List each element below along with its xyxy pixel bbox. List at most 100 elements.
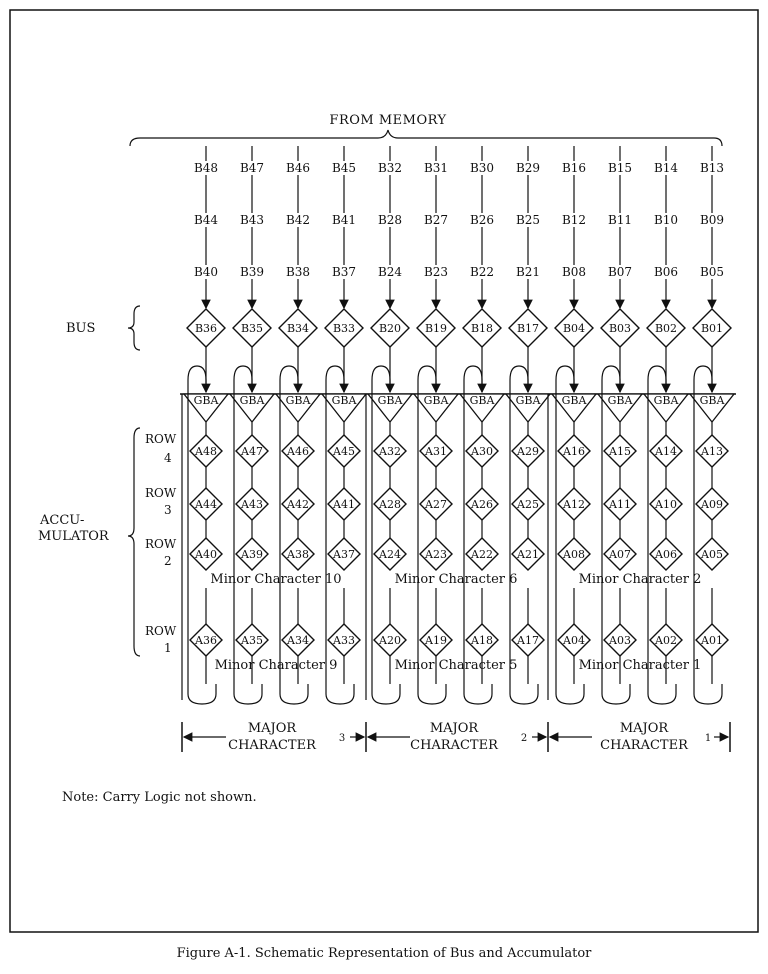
memory-input-b46: B46	[286, 161, 310, 175]
accumulator-cell-a37-label: A37	[332, 548, 355, 561]
bus-node-b18: B18	[462, 308, 502, 348]
row-label-3: ROW	[145, 486, 177, 500]
carry-loop-9	[555, 365, 585, 705]
bus-node-b17-label: B17	[517, 322, 539, 335]
accumulator-cell-a32-label: A32	[378, 445, 401, 458]
bus-node-b02: B02	[646, 308, 686, 348]
accumulator-cell-a39: A39	[235, 537, 269, 571]
memory-input-b48: B48	[194, 161, 218, 175]
accumulator-cell-a11: A11	[603, 487, 637, 521]
accumulator-cell-a48: A48	[189, 434, 223, 468]
column-b01: B13 B09 B05 B01 GBA A13 A09 A05 A01	[688, 146, 736, 684]
accumulator-cell-a11-label: A11	[608, 498, 631, 511]
accumulator-cell-a19: A19	[419, 623, 453, 657]
memory-input-b10: B10	[654, 213, 678, 227]
memory-input-b30: B30	[470, 161, 494, 175]
svg-text:GBA: GBA	[240, 394, 266, 407]
bus-node-b19: B19	[416, 308, 456, 348]
accumulator-cell-a07-label: A07	[608, 548, 631, 561]
gate-gba-9: GBA	[550, 393, 598, 424]
bus-node-b03: B03	[600, 308, 640, 348]
minor-character-1: Minor Character 1	[579, 658, 702, 673]
accumulator-cell-a04: A04	[557, 623, 591, 657]
accumulator-cell-a32: A32	[373, 434, 407, 468]
carry-loop-2	[233, 365, 263, 705]
bus-node-b35: B35	[232, 308, 272, 348]
memory-input-b06: B06	[654, 265, 678, 279]
carry-loop-3	[279, 365, 309, 705]
major-character-2-line2: CHARACTER	[410, 738, 499, 753]
memory-input-b40: B40	[194, 265, 218, 279]
accumulator-label-line1: ACCU-	[39, 513, 84, 528]
memory-input-b28: B28	[378, 213, 402, 227]
accumulator-cell-a02-label: A02	[654, 634, 677, 647]
bus-node-b17: B17	[508, 308, 548, 348]
accumulator-cell-a17-label: A17	[516, 634, 539, 647]
gate-gba-8: GBA	[504, 393, 552, 424]
memory-input-b08: B08	[562, 265, 586, 279]
accumulator-cell-a43: A43	[235, 487, 269, 521]
gate-gba-3: GBA	[274, 393, 322, 424]
accumulator-cell-a40: A40	[189, 537, 223, 571]
svg-text:GBA: GBA	[608, 394, 634, 407]
accumulator-cell-a45: A45	[327, 434, 361, 468]
row-label-4: ROW	[145, 432, 177, 446]
accumulator-cell-a27: A27	[419, 487, 453, 521]
accumulator-cell-a07: A07	[603, 537, 637, 571]
accumulator-cell-a10: A10	[649, 487, 683, 521]
accumulator-cell-a12: A12	[557, 487, 591, 521]
bus-node-b04-label: B04	[563, 322, 585, 335]
bus-node-b34: B34	[278, 308, 318, 348]
accumulator-cell-a14-label: A14	[654, 445, 677, 458]
accumulator-cell-a33-label: A33	[332, 634, 355, 647]
minor-character-2: Minor Character 2	[579, 572, 702, 587]
accumulator-cell-a33: A33	[327, 623, 361, 657]
accumulator-cell-a18-label: A18	[470, 634, 493, 647]
memory-input-b22: B22	[470, 265, 494, 279]
bus-node-b35-label: B35	[241, 322, 263, 335]
accumulator-cell-a31: A31	[419, 434, 453, 468]
accumulator-cell-a30-label: A30	[470, 445, 493, 458]
svg-text:GBA: GBA	[516, 394, 542, 407]
accumulator-cell-a28-label: A28	[378, 498, 401, 511]
accumulator-cell-a23: A23	[419, 537, 453, 571]
memory-input-b26: B26	[470, 213, 494, 227]
accumulator-cell-a26: A26	[465, 487, 499, 521]
column-b04: B16 B12 B08 B04 GBA A16 A12 A08 A04	[550, 146, 598, 684]
accumulator-cell-a17: A17	[511, 623, 545, 657]
accumulator-cell-a20: A20	[373, 623, 407, 657]
accumulator-cell-a10-label: A10	[654, 498, 677, 511]
accumulator-cell-a23-label: A23	[424, 548, 447, 561]
gate-gba-1: GBA	[182, 393, 230, 424]
gate-gba-6: GBA	[412, 393, 460, 424]
column-b03: B15 B11 B07 B03 GBA A15 A11 A07 A03	[596, 146, 644, 684]
memory-input-b37: B37	[332, 265, 356, 279]
memory-input-b42: B42	[286, 213, 310, 227]
memory-input-b16: B16	[562, 161, 586, 175]
column-b36: B48 B44 B40 B36 GBA A48 A44 A40 A36	[182, 146, 230, 684]
note-text: Note: Carry Logic not shown.	[62, 790, 257, 805]
page-border	[9, 9, 759, 933]
major-character-1-line2: CHARACTER	[600, 738, 689, 753]
accumulator-cell-a13-label: A13	[700, 445, 723, 458]
column-b17: B29 B25 B21 B17 GBA A29 A25 A21 A17	[504, 146, 552, 684]
accumulator-cell-a44-label: A44	[194, 498, 217, 511]
memory-input-b39: B39	[240, 265, 264, 279]
accumulator-cell-a29: A29	[511, 434, 545, 468]
accumulator-cell-a36-label: A36	[194, 634, 217, 647]
accumulator-cell-a05: A05	[695, 537, 729, 571]
figure-caption: Figure A-1. Schematic Representation of …	[176, 946, 592, 961]
carry-loop-7	[463, 365, 493, 705]
accumulator-cell-a24: A24	[373, 537, 407, 571]
svg-text:GBA: GBA	[332, 394, 358, 407]
accumulator-cell-a41: A41	[327, 487, 361, 521]
carry-loop-4	[325, 365, 355, 705]
accumulator-cell-a37: A37	[327, 537, 361, 571]
column-b33: B45 B41 B37 B33 GBA A45 A41 A37 A33	[320, 146, 368, 684]
memory-input-b12: B12	[562, 213, 586, 227]
gate-gba-2: GBA	[228, 393, 276, 424]
accumulator-cell-a22-label: A22	[470, 548, 493, 561]
bus-node-b03-label: B03	[609, 322, 631, 335]
bus-node-b18-label: B18	[471, 322, 493, 335]
